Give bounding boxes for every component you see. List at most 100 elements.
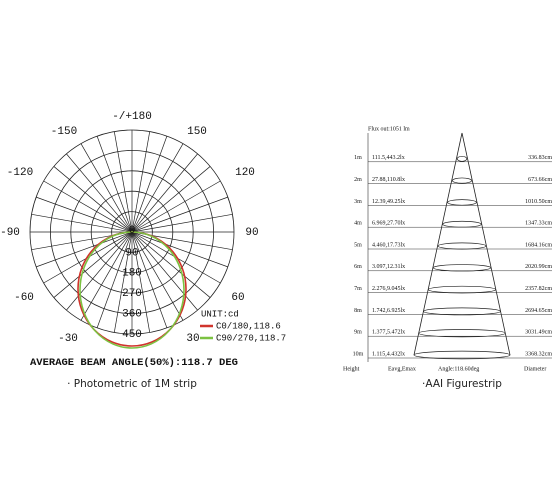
ring bbox=[70, 170, 194, 294]
row-diameter: 3031.49cm bbox=[525, 330, 552, 336]
ring-label: 360 bbox=[122, 309, 142, 321]
polar-diagram: C0/180,118.6 C90/270,118.7 0 90 180 270 360 450 bbox=[29, 129, 286, 349]
radial-line bbox=[131, 131, 151, 233]
radial-line bbox=[131, 196, 228, 233]
row-height: 6m bbox=[354, 264, 362, 270]
ring-label: 180 bbox=[122, 268, 142, 280]
row-height: 9m bbox=[354, 330, 362, 336]
beam-angle: AVERAGE BEAM ANGLE(50%):118.7 DEG bbox=[30, 357, 238, 369]
cone-slice bbox=[423, 307, 501, 316]
radial-line bbox=[131, 136, 168, 233]
polar-labels: -/+180 150 -150 120 -120 90 -90 60 -60 3… bbox=[0, 111, 259, 369]
radial-line bbox=[36, 231, 133, 268]
cone-diagram: 1m 111.5,443.2lx 336.83cm 2m 27.88,110.8lx 67… bbox=[353, 132, 552, 362]
cone-slice bbox=[413, 350, 511, 360]
footer-label: Height bbox=[343, 366, 360, 372]
radial-line bbox=[131, 231, 228, 268]
radial-line bbox=[131, 153, 198, 233]
caption: · Photometric of 1M strip bbox=[67, 378, 197, 390]
row-height: 2m bbox=[354, 177, 362, 183]
radial-line bbox=[80, 143, 133, 233]
cone-slice bbox=[442, 220, 482, 228]
row-illuminance: 1.115,4.432lx bbox=[372, 351, 405, 357]
ring bbox=[29, 129, 235, 335]
cone-slice bbox=[418, 329, 506, 338]
angle-label: -/+180 bbox=[112, 111, 152, 123]
row-height: 4m bbox=[354, 221, 362, 227]
radial-line bbox=[66, 153, 133, 233]
radial-line bbox=[131, 231, 168, 328]
radial-line bbox=[96, 136, 133, 233]
caption: ·AAI Figurestrip bbox=[422, 378, 502, 390]
ring-label: 270 bbox=[122, 288, 142, 300]
cone-slice bbox=[428, 285, 496, 294]
radial-line bbox=[53, 166, 133, 233]
row-height: 1m bbox=[354, 155, 362, 161]
intensity-curve bbox=[79, 231, 185, 349]
row-diameter: 2357.82cm bbox=[525, 286, 552, 292]
radial-line bbox=[53, 231, 133, 298]
cone-edge bbox=[413, 132, 463, 356]
ring bbox=[50, 149, 214, 314]
row-illuminance: 1.742,6.925lx bbox=[372, 308, 405, 314]
radial-line bbox=[31, 213, 133, 233]
row-diameter: 3368.32cm bbox=[525, 351, 552, 357]
radial-line bbox=[96, 231, 133, 328]
cone-edge bbox=[461, 132, 511, 356]
flux-label: Flux out:1051 lm bbox=[368, 126, 410, 132]
angle-label: -60 bbox=[14, 292, 34, 304]
angle-label: 30 bbox=[186, 333, 199, 345]
ring-label: 0 bbox=[129, 225, 136, 237]
cone-footer: Height Eavg,Emax Angle:118.60deg Diamete… bbox=[343, 366, 546, 372]
radial-line bbox=[131, 231, 211, 298]
angle-label: 60 bbox=[231, 292, 244, 304]
row-height: 5m bbox=[354, 242, 362, 248]
ring-label: 90 bbox=[125, 247, 138, 259]
radial-line bbox=[131, 213, 233, 233]
row-illuminance: 6.969,27.70lx bbox=[372, 221, 405, 227]
footer-label: Diameter bbox=[524, 366, 546, 372]
row-illuminance: 3.097,12.31lx bbox=[372, 264, 405, 270]
row-illuminance: 2.276,9.045lx bbox=[372, 286, 405, 292]
ring bbox=[90, 190, 174, 274]
row-diameter: 2020.99cm bbox=[525, 264, 552, 270]
legend-label: C90/270,118.7 bbox=[216, 333, 286, 343]
row-height: 10m bbox=[353, 351, 364, 357]
legend-label: C0/180,118.6 bbox=[216, 321, 281, 331]
row-illuminance: 27.88,110.8lx bbox=[372, 177, 405, 183]
row-diameter: 1684.16cm bbox=[525, 242, 552, 248]
cone-slice bbox=[437, 242, 487, 250]
cone-slice bbox=[432, 264, 492, 272]
row-diameter: 336.83cm bbox=[528, 155, 552, 161]
radial-line bbox=[131, 166, 211, 233]
row-diameter: 2694.65cm bbox=[525, 308, 552, 314]
cone-slice bbox=[447, 199, 477, 206]
radial-line bbox=[131, 231, 151, 333]
angle-label: -30 bbox=[58, 333, 78, 345]
radial-line bbox=[43, 180, 133, 233]
row-diameter: 1347.33cm bbox=[525, 221, 552, 227]
angle-label: 90 bbox=[245, 227, 258, 239]
unit-label: UNIT:cd bbox=[201, 309, 239, 319]
angle-label: 120 bbox=[235, 167, 255, 179]
row-illuminance: 12.39,49.25lx bbox=[372, 199, 405, 205]
radial-line bbox=[131, 231, 184, 321]
row-height: 8m bbox=[354, 308, 362, 314]
radial-line bbox=[66, 231, 133, 311]
radial-line bbox=[131, 231, 198, 311]
footer-label: Angle:118.60deg bbox=[438, 366, 479, 372]
radial-line bbox=[80, 231, 133, 321]
row-illuminance: 111.5,443.2lx bbox=[372, 155, 405, 161]
cone-slice bbox=[452, 177, 472, 184]
radial-line bbox=[36, 196, 133, 233]
row-height: 3m bbox=[354, 199, 362, 205]
row-illuminance: 4.460,17.73lx bbox=[372, 242, 405, 248]
angle-label: -150 bbox=[51, 126, 77, 138]
radial-line bbox=[131, 180, 221, 233]
row-diameter: 673.66cm bbox=[528, 177, 552, 183]
angle-label: -120 bbox=[7, 167, 33, 179]
radial-line bbox=[131, 143, 184, 233]
ring bbox=[111, 211, 153, 253]
